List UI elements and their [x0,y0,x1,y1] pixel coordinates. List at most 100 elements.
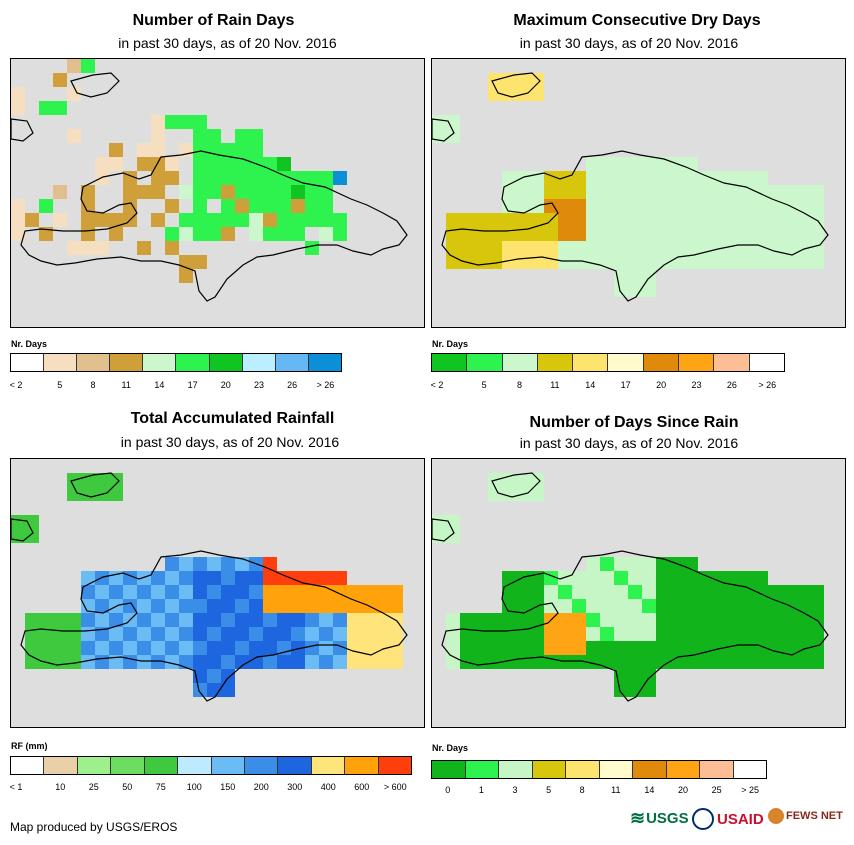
map-cell [389,655,403,669]
map-cell [502,241,516,255]
map-cell [179,255,193,269]
map-cell [263,185,277,199]
map-cell [586,241,600,255]
map-cell [165,171,179,185]
map-cell [754,571,768,585]
map-cell [670,641,684,655]
map-cell [179,585,193,599]
map-cell [207,213,221,227]
legend-label: 50 [122,782,133,792]
map-cell [151,143,165,157]
map-cell [179,613,193,627]
map-cell [614,241,628,255]
map-cell [726,613,740,627]
panel-subtitle: in past 30 days, as of 20 Nov. 2016 [519,435,739,451]
map-cell [474,613,488,627]
legend-label: 5 [57,380,63,390]
map-cell [165,115,179,129]
map-cell [389,627,403,641]
map-cell [712,255,726,269]
map-cell [95,641,109,655]
map-cell [249,213,263,227]
map-cell [151,129,165,143]
map-cell [165,641,179,655]
map-cell [586,227,600,241]
map-cell [684,613,698,627]
map-cell [11,515,25,529]
map-cell [614,199,628,213]
legend-label: < 2 [430,380,444,390]
legend-swatch [733,761,766,778]
map-cell [11,213,25,227]
map-cell [474,655,488,669]
legend-swatch [499,761,533,778]
map-cell [460,613,474,627]
map-cell [109,613,123,627]
map-cell [642,171,656,185]
map-cell [193,185,207,199]
map-cell [95,157,109,171]
legend-swatch [77,757,112,774]
usgs-logo: ≋ USGS [630,808,689,829]
map-cell [53,73,67,87]
map-cell [628,157,642,171]
map-cell [782,585,796,599]
map-cell [600,157,614,171]
map-cell [305,585,319,599]
map-cell [235,613,249,627]
map-cell [488,87,502,101]
map-cell [502,199,516,213]
map-cell [796,227,810,241]
map-cell [712,227,726,241]
legend-swatch [110,354,144,371]
map-cell [544,241,558,255]
map-cell [586,255,600,269]
map-cell [389,599,403,613]
map-cell [488,627,502,641]
map-cell [810,585,824,599]
legend-label: 14 [644,785,655,795]
legend-title: Nr. Days [432,339,469,349]
legend-swatch [643,354,680,371]
map-cell [446,613,460,627]
legend-swatch [345,757,379,774]
map-cell [81,585,95,599]
map-cell [319,213,333,227]
panel-since-rain: Number of Days Since Rain in past 30 day… [427,400,854,800]
map-cell [235,129,249,143]
map-cell [684,627,698,641]
map-cell [81,213,95,227]
map-cell [726,255,740,269]
map-cell [642,683,656,697]
legend-swatch [432,761,466,778]
map-cell [11,199,25,213]
map-cell [558,199,572,213]
map-cell [684,199,698,213]
map-cell [179,599,193,613]
map-cell [179,557,193,571]
legend-title: Nr. Days [432,743,469,753]
map-cell [53,101,67,115]
legend-label: 100 [186,782,202,792]
map-cell [726,185,740,199]
map-cell [628,571,642,585]
map-cell [600,613,614,627]
legend-label: 200 [253,782,269,792]
legend-label: 600 [354,782,370,792]
map-cell [558,641,572,655]
map-cell [235,171,249,185]
map-cell [740,571,754,585]
legend-swatch [666,761,700,778]
map-cell [642,557,656,571]
map-cell [572,627,586,641]
map-cell [235,571,249,585]
map-cell [249,585,263,599]
map-cell [319,199,333,213]
map-cell [333,599,347,613]
map-cell [221,655,235,669]
map-cell [712,241,726,255]
map-cell [221,641,235,655]
legend-label: 26 [726,380,737,390]
map-cell [684,255,698,269]
map-cell [67,627,81,641]
